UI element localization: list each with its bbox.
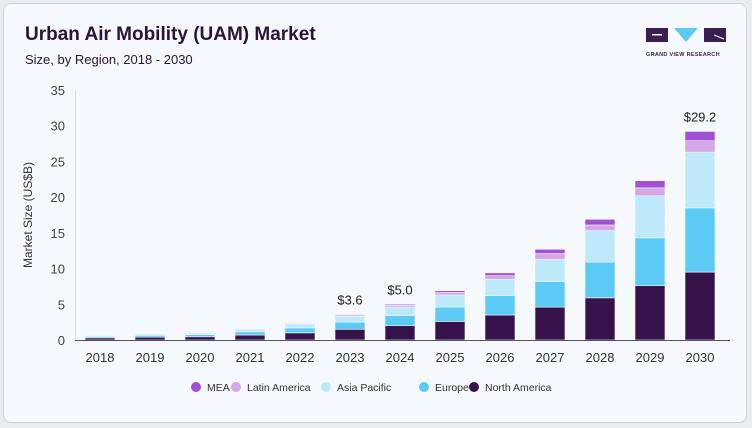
logo-mark-icon — [646, 28, 726, 42]
legend-item-asia-pacific: Asia Pacific — [321, 382, 391, 394]
legend-swatch — [191, 382, 201, 392]
legend-swatch — [419, 382, 429, 392]
data-label: $5.0 — [387, 282, 412, 297]
x-tick-label: 2023 — [336, 350, 365, 365]
chart-subtitle: Size, by Region, 2018 - 2030 — [25, 52, 193, 67]
bar-segment-europe — [384, 315, 416, 327]
bar-segment-north-america — [584, 297, 616, 341]
bar-segment-asia-pacific — [534, 258, 566, 282]
chart-card: Urban Air Mobility (UAM) Market Size, by… — [3, 3, 747, 423]
bar-segment-asia-pacific — [384, 306, 416, 317]
x-tick-label: 2024 — [386, 350, 415, 365]
x-tick-label: 2028 — [586, 350, 615, 365]
bar-segment-europe — [284, 327, 316, 334]
bar-segment-north-america — [284, 332, 316, 341]
bar-segment-latin-america — [634, 187, 666, 197]
grand-view-research-logo: GRAND VIEW RESEARCH — [644, 26, 744, 58]
x-tick-label: 2019 — [136, 350, 165, 365]
legend-item-north-america: North America — [469, 382, 552, 394]
x-tick-label: 2021 — [236, 350, 265, 365]
bar-segment-mea — [534, 248, 566, 254]
bar-segment-north-america — [534, 306, 566, 341]
bar-segment-north-america — [234, 334, 266, 341]
bar-segment-asia-pacific — [234, 328, 266, 333]
bar-segment-north-america — [134, 336, 166, 341]
legend-label: Asia Pacific — [337, 382, 391, 394]
bar-segment-mea — [584, 218, 616, 226]
bar-segment-asia-pacific — [584, 230, 616, 263]
x-tick-label: 2030 — [686, 350, 715, 365]
bar-segment-asia-pacific — [484, 278, 516, 297]
x-tick-label: 2025 — [436, 350, 465, 365]
bar-segment-europe — [434, 306, 466, 322]
bar-segment-north-america — [634, 285, 666, 341]
bar-segment-europe — [234, 331, 266, 336]
x-tick-label: 2020 — [186, 350, 215, 365]
bar-segment-mea — [484, 272, 516, 277]
x-tick-label: 2026 — [486, 350, 515, 365]
legend-label: Latin America — [247, 382, 311, 394]
bar-segment-north-america — [384, 325, 416, 341]
bar-segment-asia-pacific — [684, 151, 716, 209]
y-tick-label: 15 — [51, 226, 65, 241]
bar-segment-latin-america — [434, 292, 466, 296]
bar-segment-north-america — [334, 328, 366, 341]
data-label: $3.6 — [337, 292, 362, 307]
bar-segment-europe — [634, 237, 666, 287]
legend-label: North America — [485, 382, 552, 394]
chart-title: Urban Air Mobility (UAM) Market — [25, 24, 316, 45]
bar-segment-latin-america — [534, 253, 566, 260]
bar-segment-europe — [334, 321, 366, 330]
bar-segment-europe — [584, 261, 616, 299]
y-tick-label: 20 — [51, 190, 65, 205]
y-tick-label: 30 — [51, 119, 65, 134]
y-tick-label: 10 — [51, 262, 65, 277]
bar-segment-north-america — [434, 321, 466, 341]
bar-segment-asia-pacific — [284, 323, 316, 329]
x-tick-label: 2018 — [86, 350, 115, 365]
bar-segment-europe — [684, 207, 716, 273]
legend-swatch — [469, 382, 479, 392]
bar-segment-north-america — [684, 271, 716, 341]
bar-segment-mea — [684, 131, 716, 142]
bar-segment-europe — [484, 295, 516, 316]
x-tick-label: 2027 — [536, 350, 565, 365]
y-tick-label: 35 — [51, 83, 65, 98]
legend-item-latin-america: Latin America — [231, 382, 311, 394]
bar-segment-europe — [534, 281, 566, 308]
legend-label: Europe — [435, 382, 469, 394]
bar-segment-north-america — [484, 314, 516, 341]
logo-text: GRAND VIEW RESEARCH — [646, 52, 720, 58]
bar-segment-north-america — [84, 337, 116, 341]
x-tick-label: 2022 — [286, 350, 315, 365]
bar-segment-mea — [384, 303, 416, 306]
legend-label: MEA — [207, 382, 230, 394]
bar-segment-asia-pacific — [434, 294, 466, 308]
legend-item-europe: Europe — [419, 382, 469, 394]
bar-segment-latin-america — [484, 275, 516, 280]
bar-segment-mea — [434, 290, 466, 293]
bar-segment-asia-pacific — [634, 195, 666, 239]
bar-segment-asia-pacific — [334, 316, 366, 323]
y-tick-label: 25 — [51, 154, 65, 169]
legend-swatch — [321, 382, 331, 392]
y-tick-label: 0 — [58, 333, 65, 348]
y-axis-label: Market Size (US$B) — [21, 162, 35, 268]
legend-swatch — [231, 382, 241, 392]
bar-segment-latin-america — [684, 140, 716, 153]
bar-segment-north-america — [184, 336, 216, 341]
legend-item-mea: MEA — [191, 382, 230, 394]
bar-segment-mea — [334, 313, 366, 316]
bar-segment-europe — [184, 334, 216, 338]
x-tick-label: 2029 — [636, 350, 665, 365]
bar-segment-latin-america — [584, 224, 616, 232]
data-label: $29.2 — [684, 109, 717, 124]
bar-segment-mea — [634, 180, 666, 189]
y-tick-label: 5 — [58, 297, 65, 312]
